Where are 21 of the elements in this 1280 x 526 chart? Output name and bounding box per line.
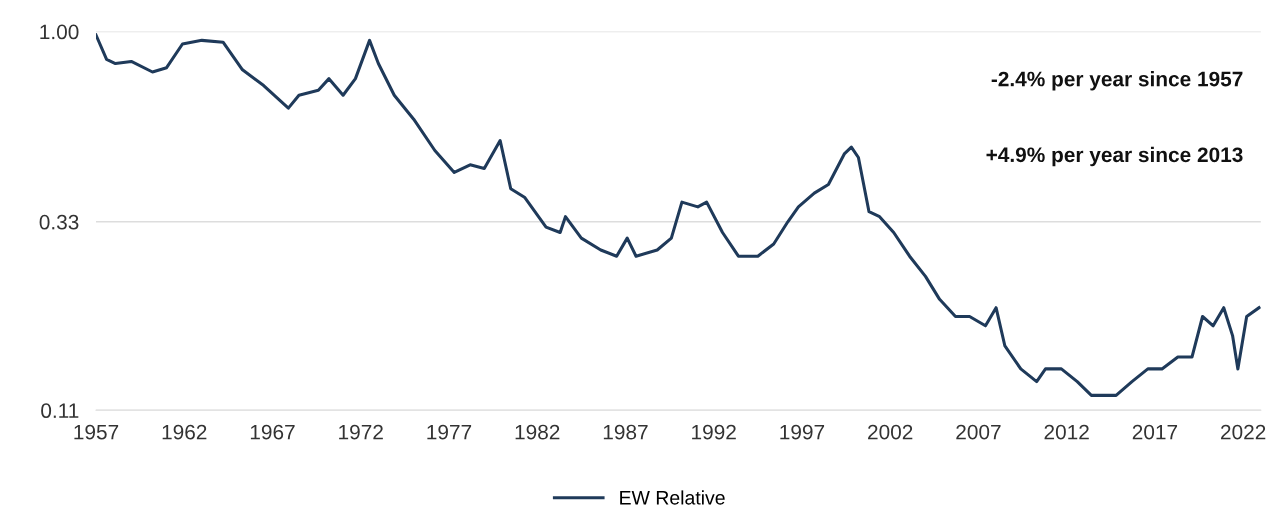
x-tick-label: 1992 (692, 424, 736, 440)
x-tick-label: 2007 (956, 424, 1001, 440)
annotation: -2.4% per year since 1957 (991, 71, 1243, 91)
x-tick-label: 2017 (1132, 424, 1178, 440)
x-tick-label: 1997 (780, 424, 825, 440)
x-tick-label: 1987 (603, 424, 648, 440)
y-tick-label: 1.00 (40, 24, 79, 40)
x-tick-label: 2002 (868, 424, 913, 440)
x-tick-label: 2022 (1221, 424, 1266, 440)
line-series (96, 33, 1261, 397)
x-tick-label: 1962 (162, 424, 207, 440)
y-tick-label: 0.11 (41, 403, 79, 419)
x-tick-label: 1977 (427, 424, 472, 440)
x-tick-label: 1957 (74, 424, 119, 440)
annotation: +4.9% per year since 2013 (986, 146, 1243, 167)
x-tick-label: 1972 (339, 424, 383, 440)
legend-label: EW Relative (620, 490, 725, 505)
x-tick-label: 1967 (250, 424, 295, 440)
x-tick-label: 1982 (515, 424, 560, 440)
y-tick-label: 0.33 (39, 214, 79, 230)
x-tick-label: 2012 (1044, 424, 1089, 440)
